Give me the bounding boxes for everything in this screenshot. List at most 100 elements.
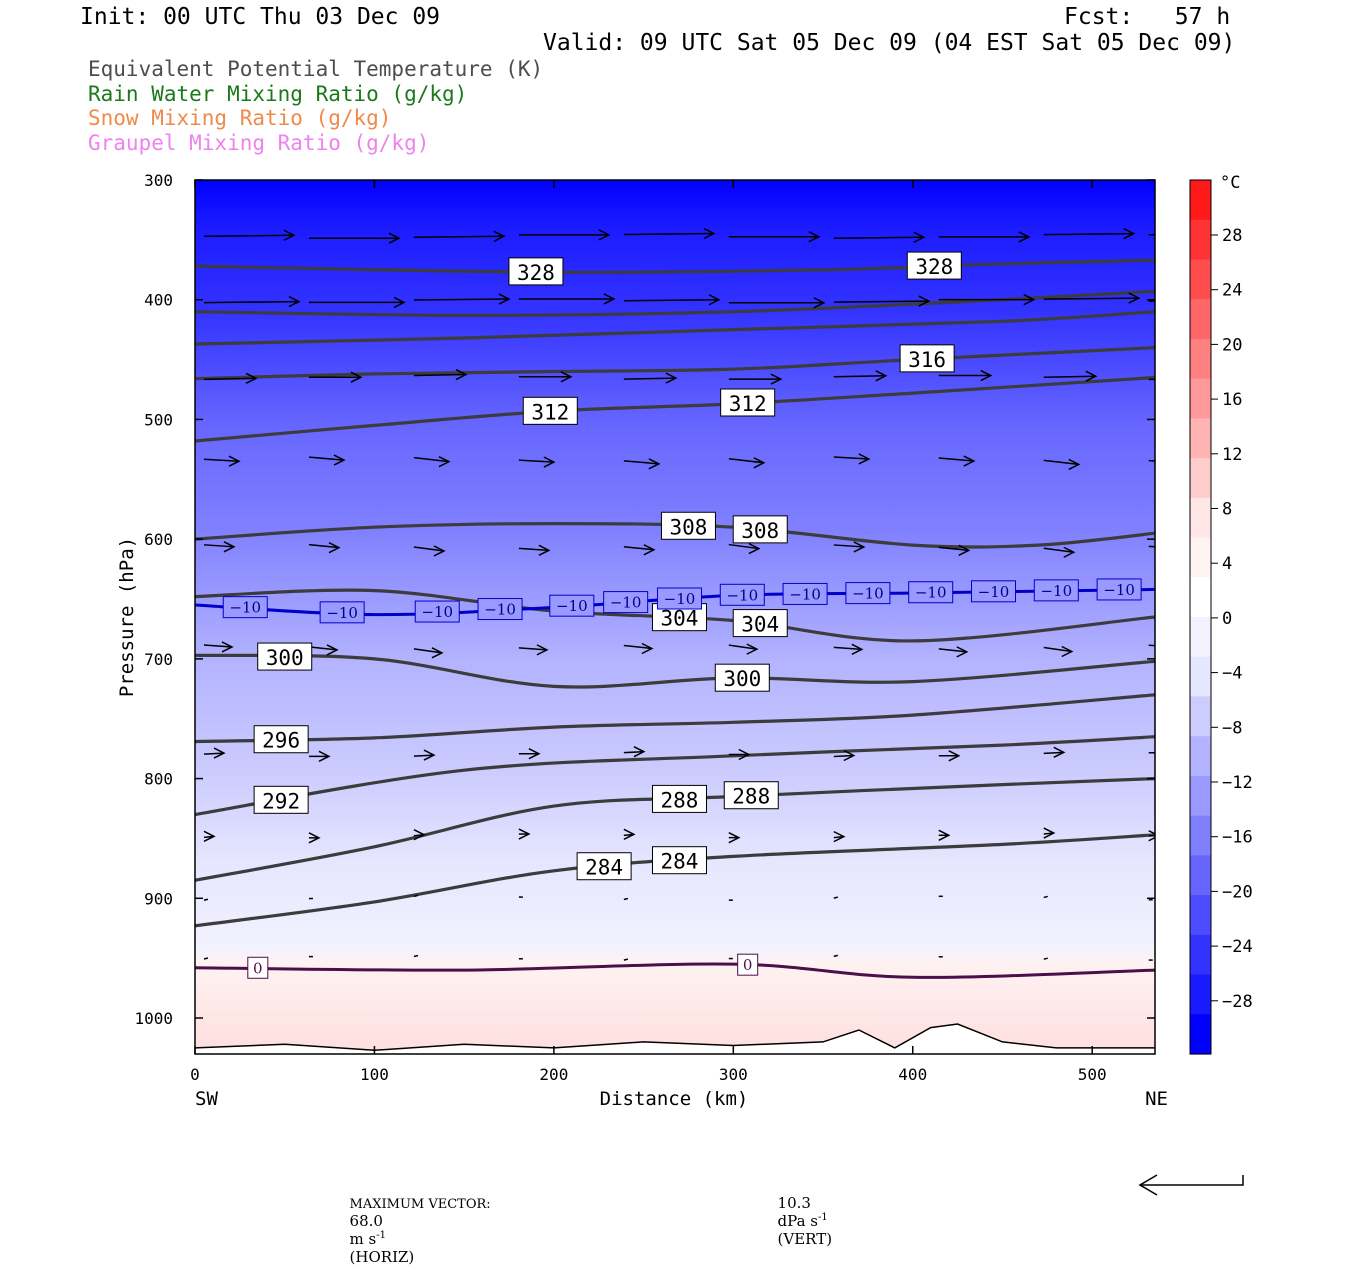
wind-vector [308,644,339,656]
isotherm-label--10: −10 [222,596,268,619]
theta-e-label-box [522,396,578,425]
colorbar-swatch [1190,577,1211,618]
colorbar-swatch [1190,378,1211,419]
wind-vector-head [333,454,346,466]
wind-vector [518,828,531,840]
wind-vector-shaft [938,648,967,653]
wind-vector-head [770,373,783,385]
wind-vector-shaft [1043,895,1048,899]
wind-vector-head [633,745,646,758]
wind-vector [1043,546,1076,558]
wind-vector-head [748,542,761,555]
isotherm-label-text: −10 [610,594,642,612]
wind-vector [623,745,646,758]
wind-vector-shaft [413,456,450,463]
y-tick-label: 300 [144,171,173,190]
wind-vector-head [493,230,506,242]
colorbar-swatch [1190,974,1211,1015]
theta-e-contour-296 [195,693,1155,744]
wind-vector-shaft [623,460,659,465]
wind-vector-shaft [833,754,854,758]
isotherm-label--10: −10 [782,582,828,605]
vert-tag: (VERT) [777,1230,833,1248]
wind-vector [623,227,716,240]
colorbar-swatch [1190,418,1211,459]
isotherm-label-text: −10 [484,601,516,619]
wind-vector [203,455,241,467]
wind-vector-head [245,372,258,385]
isotherm-label-text: 0 [253,959,263,977]
wind-vector-shaft [833,300,929,303]
wind-vector-shaft [203,234,294,238]
colorbar-tick-label: −28 [1222,992,1253,1012]
isotherm-label--10: −10 [414,600,460,623]
theta-e-label-box [732,515,788,544]
wind-vector [1043,292,1141,304]
wind-vector [623,294,721,306]
wind-vector [833,231,926,243]
wind-vector-head [753,457,766,469]
wind-vector [623,544,656,556]
theta-e-label-text: 288 [732,785,770,809]
isotherm-label-box [414,600,460,623]
legend-graupel: Graupel Mixing Ratio (g/kg) [88,131,430,155]
isotherm-label-box [782,582,828,605]
wind-vector-head [350,371,363,383]
wind-vector [728,748,751,761]
theta-e-contour-324 [195,289,1155,317]
theta-e-label-312: 312 [522,396,578,425]
isotherm-label-box [549,594,595,617]
wind-vector-head [328,541,341,554]
wind-vector-shaft [938,457,974,462]
colorbar-tick-label: −4 [1222,664,1242,684]
colorbar-swatch [1190,656,1211,698]
wind-vector-head [413,829,426,841]
theta-e-label-box [723,781,779,810]
wind-vector [308,232,401,244]
wind-vector [203,372,258,385]
theta-e-label-308: 308 [732,515,788,544]
legend-snow: Snow Mixing Ratio (g/kg) [88,106,392,130]
wind-vector [1043,227,1136,240]
wind-vector-head [223,541,236,553]
isotherm-label-text: −10 [326,604,358,622]
wind-vector-head [1123,227,1136,240]
isotherm-contour-0 [195,962,1155,979]
wind-vector [623,828,636,840]
isotherm-label-box [247,956,269,979]
wind-vector-head [623,828,636,840]
colorbar-swatch [1190,775,1211,817]
theta-e-label-text: 312 [531,400,569,424]
wind-vector-head [958,544,971,557]
wind-vector [728,373,783,385]
wind-vector-shaft [623,232,714,236]
max-vector-footer: MAXIMUM VECTOR: 68.0 m s-1 (HORIZ) [340,1176,500,1266]
wind-vector-shaft [203,957,209,960]
y-tick-label: 700 [144,650,173,669]
theta-e-label-box [899,344,955,373]
theta-e-label-text: 284 [661,850,699,874]
theta-e-contour-328 [195,258,1155,274]
wind-vector [518,293,616,305]
wind-vector-shaft [1148,545,1155,548]
theta-e-label-box [714,663,770,692]
theta-e-label-text: 312 [729,392,767,416]
wind-vector [833,896,838,899]
x-tick-label: 200 [539,1065,568,1084]
theta-e-contour-288 [195,777,1155,882]
wind-vector-head [308,832,321,844]
wind-vector [1043,746,1066,759]
wind-vector-head [963,455,976,467]
wind-vector-head [665,372,678,384]
wind-vector-shaft [623,897,629,901]
theta-e-label-box [720,388,776,417]
wind-vector-shaft [1043,232,1134,236]
wind-vector-shaft [623,546,654,551]
wind-vector-shaft [623,377,676,380]
wind-vector-shaft [1043,297,1139,300]
plot-frame [194,179,1156,1055]
theta-e-contour-300 [195,653,1155,689]
wind-vector-shaft [203,644,233,648]
wind-vector-head [980,369,993,382]
colorbar-tick-label: 12 [1222,445,1242,465]
